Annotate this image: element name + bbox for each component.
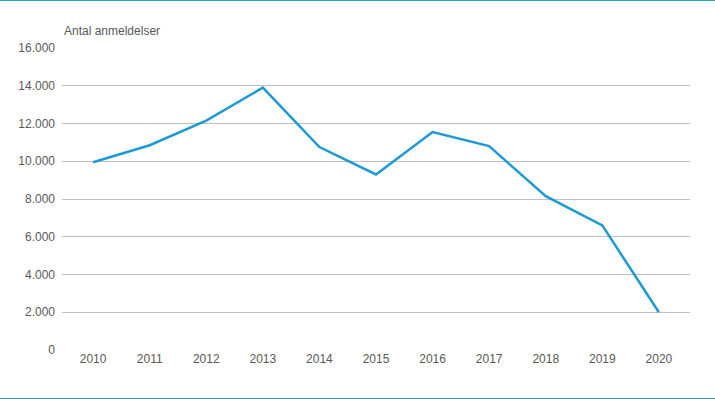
svg-text:8.000: 8.000	[25, 192, 55, 206]
svg-text:6.000: 6.000	[25, 230, 55, 244]
svg-text:2018: 2018	[532, 352, 559, 366]
svg-text:Antal anmeldelser: Antal anmeldelser	[64, 24, 160, 38]
svg-text:12.000: 12.000	[18, 117, 55, 131]
svg-text:0: 0	[48, 343, 55, 357]
svg-text:2019: 2019	[589, 352, 616, 366]
svg-text:16.000: 16.000	[18, 41, 55, 55]
svg-text:14.000: 14.000	[18, 79, 55, 93]
svg-text:2012: 2012	[193, 352, 220, 366]
svg-text:2016: 2016	[419, 352, 446, 366]
svg-text:2013: 2013	[249, 352, 276, 366]
svg-text:10.000: 10.000	[18, 154, 55, 168]
svg-text:2.000: 2.000	[25, 305, 55, 319]
svg-text:2010: 2010	[80, 352, 107, 366]
svg-text:2011: 2011	[137, 352, 163, 366]
svg-text:2017: 2017	[476, 352, 503, 366]
svg-text:4.000: 4.000	[25, 268, 55, 282]
svg-text:2015: 2015	[363, 352, 390, 366]
svg-text:2014: 2014	[306, 352, 333, 366]
svg-text:2020: 2020	[646, 352, 673, 366]
